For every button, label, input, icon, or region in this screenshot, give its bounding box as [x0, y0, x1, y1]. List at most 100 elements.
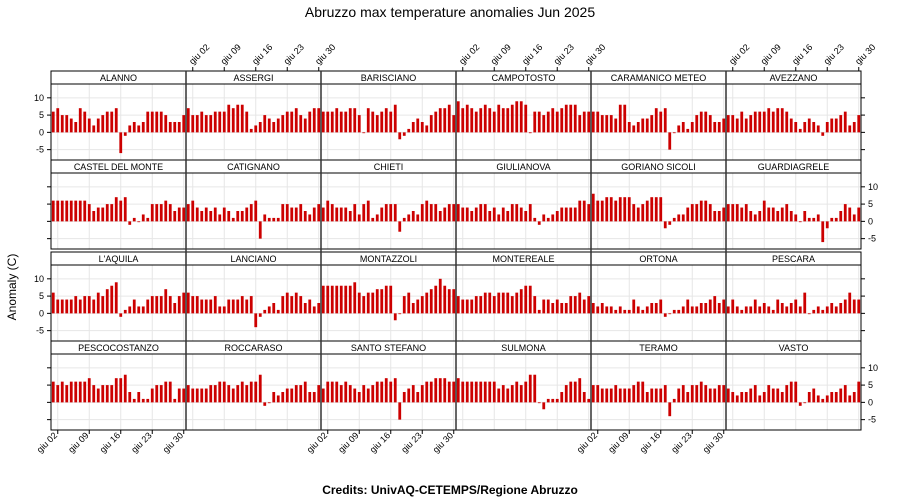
- bar-guardiagrele-5: [744, 204, 748, 222]
- bar-avezzano-21: [816, 125, 820, 133]
- bar-guardiagrele-24: [830, 217, 834, 222]
- bar-avezzano-15: [789, 118, 793, 133]
- bar-sulmona-1: [456, 378, 460, 403]
- x-tick-label-c3-2: giu 16: [520, 42, 544, 66]
- bar-roccaraso-8: [218, 381, 222, 403]
- bar-ortona-12: [641, 309, 645, 314]
- bar-assergi-18: [263, 115, 267, 133]
- bar-campotosto-4: [470, 108, 474, 133]
- bar-alanno-20: [137, 125, 141, 133]
- bar-vasto-9: [762, 392, 766, 403]
- bar-giulianova-5: [474, 207, 478, 222]
- y-tick-label-r2-3: 10: [34, 274, 44, 284]
- bar-campotosto-10: [497, 104, 501, 133]
- bar-barisciano-30: [452, 115, 456, 133]
- bar-ortona-26: [704, 303, 708, 314]
- x-tick-label-c1-2: giu 16: [250, 42, 274, 66]
- bar-pescocostanzo-10: [92, 385, 96, 403]
- bar-campotosto-21: [546, 111, 550, 133]
- bar-vasto-11: [771, 388, 775, 403]
- bar-chieti-25: [429, 204, 433, 222]
- bar-catignano-16: [254, 200, 258, 222]
- bar-assergi-23: [285, 111, 289, 133]
- bar-guardiagrele-25: [834, 217, 838, 222]
- bar-montazzoli-7: [348, 285, 352, 314]
- bar-pescara-28: [848, 292, 852, 314]
- bar-giulianova-3: [465, 207, 469, 222]
- bar-montereale-2: [461, 299, 465, 314]
- bar-avezzano-2: [731, 115, 735, 133]
- bar-lanciano-17: [258, 313, 262, 317]
- bar-barisciano-14: [380, 111, 384, 133]
- bar-montereale-26: [569, 296, 573, 314]
- bar-castel-del-monte-20: [137, 221, 141, 223]
- x-tick-label-c0-0: giu 02: [35, 430, 59, 454]
- bar-guardiagrele-16: [794, 214, 798, 222]
- bar-lanciano-21: [276, 309, 280, 314]
- bar-alanno-26: [164, 115, 168, 133]
- bar-pescocostanzo-23: [150, 388, 154, 403]
- bar-sulmona-26: [569, 381, 573, 403]
- bar-roccaraso-4: [200, 388, 204, 403]
- bar-catignano-11: [231, 217, 235, 222]
- bar-guardiagrele-10: [767, 207, 771, 222]
- bar-sulmona-7: [483, 381, 487, 403]
- panel-title-pescara: PESCARA: [772, 254, 815, 264]
- bar-caramanico-meteo-13: [645, 118, 649, 133]
- bar-assergi-14: [245, 111, 249, 133]
- bar-montereale-1: [456, 296, 460, 314]
- bar-assergi-7: [213, 111, 217, 133]
- bar-barisciano-26: [434, 111, 438, 133]
- bar-catignano-1: [186, 204, 190, 222]
- bar-barisciano-25: [429, 115, 433, 133]
- bar-lanciano-7: [213, 296, 217, 314]
- bar-montazzoli-10: [362, 296, 366, 314]
- bar-campotosto-29: [582, 111, 586, 133]
- bar-giulianova-26: [569, 207, 573, 222]
- bar-caramanico-meteo-23: [690, 122, 694, 133]
- bar-montereale-6: [479, 296, 483, 314]
- bar-pescocostanzo-18: [128, 392, 132, 403]
- bar-barisciano-19: [402, 132, 406, 136]
- bar-roccaraso-1: [186, 385, 190, 403]
- bar-catignano-9: [222, 207, 226, 222]
- bar-montazzoli-13: [375, 289, 379, 314]
- bar-ortona-15: [654, 303, 658, 314]
- bar-santo-stefano-30: [452, 381, 456, 403]
- bar-barisciano-7: [348, 108, 352, 133]
- bar-santo-stefano-16: [389, 381, 393, 403]
- bar-guardiagrele-21: [816, 214, 820, 222]
- panel-title-santo-stefano: SANTO STEFANO: [351, 343, 426, 353]
- bar-chieti-4: [335, 207, 339, 222]
- bar-chieti-14: [380, 207, 384, 222]
- bar-pescocostanzo-21: [141, 398, 145, 403]
- bar-catignano-29: [312, 207, 316, 222]
- bar-castel-del-monte-14: [110, 204, 114, 222]
- bar-roccaraso-28: [308, 392, 312, 403]
- bar-teramo-27: [708, 388, 712, 403]
- bar-santo-stefano-19: [402, 392, 406, 403]
- bar-alanno-19: [132, 122, 136, 133]
- bar-lanciano-29: [312, 306, 316, 314]
- bar-pescocostanzo-29: [177, 388, 181, 403]
- bar-roccaraso-11: [231, 388, 235, 403]
- bar-sulmona-17: [528, 374, 532, 403]
- bar-montereale-19: [537, 309, 541, 314]
- bar-goriano-sicoli-8: [623, 197, 627, 222]
- bar-campotosto-17: [528, 132, 532, 134]
- bar-l-aquila-15: [114, 282, 118, 314]
- bar-castel-del-monte-17: [123, 197, 127, 222]
- bar-roccaraso-21: [276, 395, 280, 403]
- bar-giulianova-8: [488, 211, 492, 222]
- bar-pescocostanzo-26: [164, 381, 168, 403]
- bar-goriano-sicoli-25: [699, 200, 703, 222]
- bar-pescara-27: [843, 299, 847, 314]
- bar-avezzano-8: [758, 111, 762, 133]
- bar-santo-stefano-26: [434, 378, 438, 403]
- x-tick-label-c4-2: giu 16: [638, 430, 662, 454]
- bar-santo-stefano-14: [380, 381, 384, 403]
- bar-montazzoli-27: [438, 278, 442, 314]
- bar-chieti-23: [420, 204, 424, 222]
- bar-alanno-2: [56, 108, 60, 133]
- bar-montazzoli-11: [366, 292, 370, 314]
